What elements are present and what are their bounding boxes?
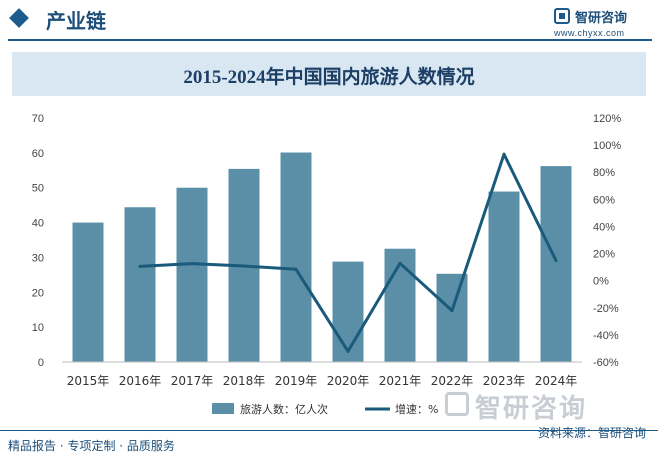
bar-series: [72, 152, 572, 362]
right-tick-label: 120%: [593, 113, 621, 125]
right-tick-label: -40%: [593, 330, 619, 342]
category-label: 2020年: [327, 374, 370, 388]
header: 产业链 智研咨询 www.chyxx.com: [0, 0, 658, 41]
legend-label-line: 增速：%: [395, 402, 438, 416]
left-tick-label: 60: [32, 148, 44, 160]
category-label: 2024年: [535, 374, 578, 388]
right-tick-label: 0%: [593, 276, 609, 288]
right-tick-label: -20%: [593, 303, 619, 315]
right-tick-label: 80%: [593, 167, 615, 179]
right-axis-ticks: -60% -40% -20% 0% 20% 40% 60% 80% 100% 120%: [593, 113, 621, 369]
bar: [540, 166, 572, 362]
category-label: 2016年: [119, 374, 162, 388]
bar: [436, 273, 468, 362]
line-point: [450, 309, 454, 313]
data-source: 资料来源：智研咨询: [537, 426, 646, 440]
left-axis-ticks: 0 10 20 30 40 50 60 70: [32, 113, 44, 369]
left-tick-label: 70: [32, 113, 44, 125]
left-tick-label: 30: [32, 252, 44, 264]
brand-url: www.chyxx.com: [554, 28, 625, 38]
brand-logo-icon: [554, 8, 570, 24]
bar: [280, 152, 312, 362]
line-point: [294, 267, 298, 271]
category-label: 2017年: [171, 374, 214, 388]
watermark-text: 智研咨询: [475, 394, 588, 424]
footer-divider: [0, 430, 658, 431]
bar: [72, 222, 104, 362]
right-tick-label: 20%: [593, 249, 615, 261]
legend: 旅游人数：亿人次 增速：%: [212, 402, 438, 416]
left-tick-label: 40: [32, 218, 44, 230]
line-point: [346, 349, 350, 353]
brand-name: 智研咨询: [575, 11, 628, 26]
category-labels: 2015年 2016年 2017年 2018年 2019年 2020年 2021年 2022年…: [67, 374, 578, 388]
line-point: [502, 152, 506, 156]
brand-logo: 智研咨询 www.chyxx.com: [554, 5, 644, 39]
header-divider: [8, 39, 652, 41]
line-point: [554, 259, 558, 263]
right-tick-label: 60%: [593, 194, 615, 206]
footer-slogan: 精品报告 · 专项定制 · 品质服务: [8, 439, 175, 453]
legend-swatch-bar: [212, 403, 234, 414]
category-label: 2022年: [431, 374, 474, 388]
category-label: 2015年: [67, 374, 110, 388]
watermark-logo-icon: [445, 392, 469, 416]
line-point: [398, 261, 402, 265]
line-point: [138, 264, 142, 268]
left-tick-label: 50: [32, 183, 44, 195]
line-point: [190, 262, 194, 266]
left-tick-label: 0: [38, 357, 44, 369]
right-tick-label: 100%: [593, 140, 621, 152]
bar: [176, 187, 208, 362]
line-point: [242, 264, 246, 268]
chart-title-band: 2015-2024年中国国内旅游人数情况: [12, 52, 646, 96]
right-tick-label: -60%: [593, 357, 619, 369]
legend-label-bar: 旅游人数：亿人次: [240, 402, 328, 416]
category-label: 2021年: [379, 374, 422, 388]
category-label: 2018年: [223, 374, 266, 388]
left-tick-label: 20: [32, 287, 44, 299]
bar: [332, 261, 364, 362]
chart-title: 2015-2024年中国国内旅游人数情况: [183, 67, 475, 88]
bar: [124, 207, 156, 362]
category-label: 2023年: [483, 374, 526, 388]
bar: [384, 248, 416, 362]
section-title: 产业链: [46, 9, 106, 33]
category-label: 2019年: [275, 374, 318, 388]
bar: [488, 191, 520, 362]
right-tick-label: 40%: [593, 221, 615, 233]
line-series: [138, 152, 558, 353]
left-tick-label: 10: [32, 322, 44, 334]
